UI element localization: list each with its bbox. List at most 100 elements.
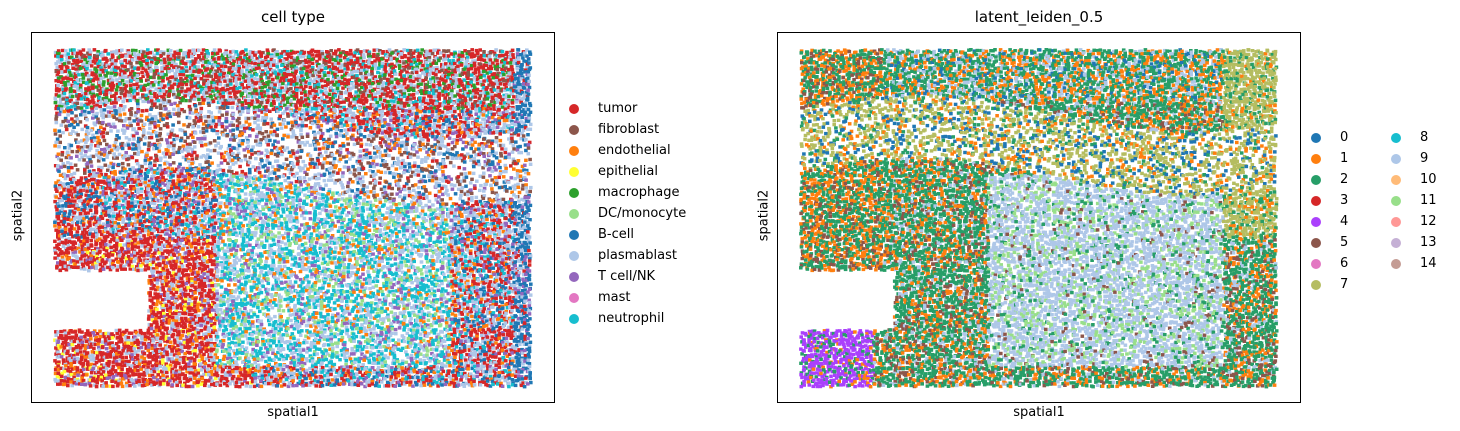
- data-point: [136, 354, 140, 357]
- data-point: [56, 364, 60, 367]
- data-point: [161, 118, 165, 121]
- data-point: [120, 239, 124, 242]
- data-point: [118, 153, 122, 156]
- data-point: [206, 83, 210, 86]
- data-point: [103, 127, 107, 130]
- data-point: [136, 79, 140, 82]
- data-point: [177, 121, 181, 124]
- data-point: [215, 348, 219, 351]
- data-point: [214, 76, 218, 79]
- data-point: [223, 195, 227, 198]
- data-point: [129, 260, 133, 263]
- data-point: [146, 187, 150, 190]
- data-point: [95, 191, 99, 194]
- data-point: [167, 70, 171, 73]
- data-point: [193, 151, 197, 154]
- data-point: [187, 235, 191, 238]
- data-point: [193, 301, 197, 304]
- data-point: [117, 261, 121, 264]
- data-point: [186, 125, 190, 128]
- data-point: [73, 361, 77, 364]
- data-point: [213, 48, 217, 51]
- data-point: [121, 147, 125, 150]
- data-point: [79, 257, 83, 260]
- data-point: [139, 331, 143, 334]
- data-point: [115, 78, 119, 81]
- data-point: [220, 65, 224, 68]
- data-point: [225, 120, 229, 123]
- data-point: [124, 151, 128, 154]
- data-point: [196, 81, 200, 84]
- data-point: [111, 79, 115, 82]
- data-point: [54, 132, 58, 135]
- data-point: [216, 209, 220, 212]
- data-point: [166, 149, 170, 152]
- data-point: [102, 135, 106, 138]
- data-point: [127, 336, 131, 339]
- data-point: [187, 194, 191, 197]
- data-point: [201, 377, 205, 380]
- data-point: [99, 169, 103, 172]
- data-point: [193, 238, 197, 241]
- data-point: [80, 106, 84, 109]
- data-point: [136, 357, 140, 360]
- data-point: [196, 314, 200, 317]
- data-point: [193, 363, 197, 366]
- data-point: [127, 163, 131, 166]
- data-point: [65, 128, 69, 131]
- data-point: [120, 368, 124, 371]
- data-point: [220, 218, 224, 221]
- data-point: [110, 195, 114, 198]
- data-point: [188, 116, 192, 119]
- data-point: [111, 55, 115, 58]
- data-point: [199, 119, 203, 122]
- data-point: [139, 212, 143, 215]
- data-point: [70, 181, 74, 184]
- data-point: [111, 336, 115, 339]
- data-point: [136, 365, 140, 368]
- data-point: [101, 258, 105, 261]
- data-point: [222, 214, 226, 217]
- data-point: [226, 84, 230, 87]
- data-point: [188, 351, 192, 354]
- data-point: [196, 227, 200, 230]
- data-point: [104, 74, 108, 77]
- data-point: [229, 138, 233, 141]
- data-point: [155, 69, 159, 72]
- data-point: [77, 141, 81, 144]
- data-point: [98, 226, 102, 229]
- data-point: [73, 266, 77, 269]
- data-point: [197, 125, 201, 128]
- data-point: [145, 175, 149, 178]
- data-point: [84, 150, 88, 153]
- data-point: [150, 232, 154, 235]
- data-point: [103, 108, 107, 111]
- data-point: [217, 57, 221, 60]
- data-point: [77, 73, 81, 76]
- data-point: [67, 52, 71, 55]
- data-point: [175, 384, 179, 387]
- data-point: [197, 380, 201, 383]
- data-point: [161, 252, 165, 255]
- data-point: [171, 322, 175, 325]
- data-point: [222, 349, 226, 352]
- data-point: [144, 159, 148, 162]
- data-point: [221, 114, 225, 117]
- data-point: [203, 384, 207, 387]
- data-point: [225, 74, 229, 77]
- data-point: [133, 245, 137, 248]
- data-point: [115, 332, 119, 335]
- data-point: [197, 91, 201, 94]
- data-point: [63, 70, 67, 73]
- data-point: [205, 157, 209, 160]
- data-point: [113, 172, 117, 175]
- data-point: [229, 309, 233, 312]
- data-point: [140, 150, 144, 153]
- data-point: [222, 107, 226, 110]
- data-point: [61, 337, 65, 340]
- data-point: [75, 155, 79, 158]
- data-point: [80, 383, 84, 386]
- data-point: [219, 316, 223, 319]
- data-point: [156, 176, 160, 179]
- data-point: [162, 272, 166, 275]
